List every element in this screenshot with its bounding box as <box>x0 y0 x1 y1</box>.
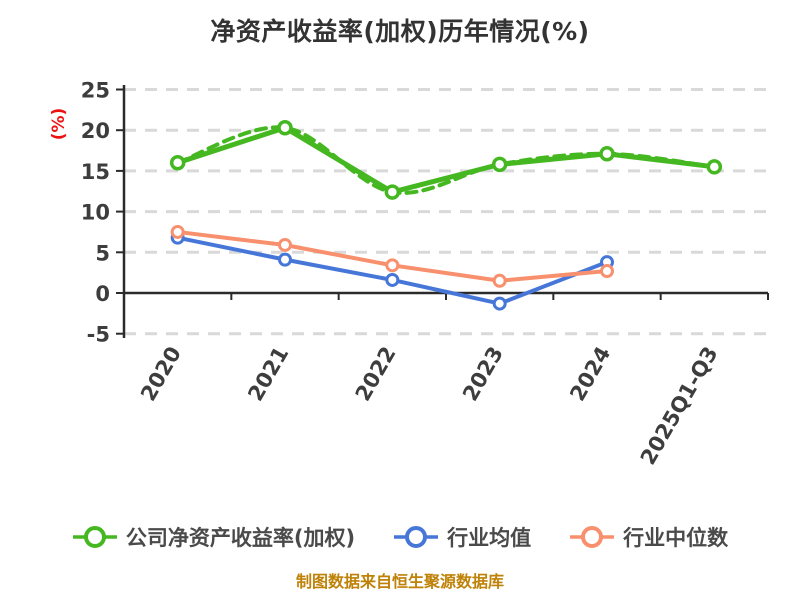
y-tick-label: 10 <box>81 201 110 225</box>
series-0 <box>169 120 723 200</box>
x-tick-label: 2025Q1-Q3 <box>636 343 723 469</box>
legend-label: 公司净资产收益率(加权) <box>125 526 356 550</box>
data-point-marker <box>492 296 507 311</box>
data-point-marker <box>278 252 292 267</box>
legend-item-industry-median: 行业中位数 <box>569 522 728 552</box>
data-point-marker <box>277 120 293 136</box>
y-tick-labels: 25 20 15 10 5 0 -5 <box>81 79 110 347</box>
series-dashed-overlay <box>175 125 717 195</box>
y-tick-label: 5 <box>95 241 110 265</box>
y-tick-label: 0 <box>95 282 110 306</box>
y-tick-label: 20 <box>81 119 110 143</box>
data-point-marker <box>278 237 292 252</box>
x-tick-label: 2020 <box>136 343 186 406</box>
data-point-marker <box>170 224 185 239</box>
y-tick-label: 25 <box>81 79 110 103</box>
data-point-marker <box>600 264 614 279</box>
x-tick-label: 2021 <box>243 343 293 406</box>
legend-item-company-roe: 公司净资产收益率(加权) <box>72 522 355 552</box>
data-point-marker <box>491 156 508 173</box>
data-point-marker <box>169 155 186 171</box>
chart-title: 净资产收益率(加权)历年情况(%) <box>210 17 590 46</box>
data-point-marker <box>492 273 507 288</box>
legend-label: 行业中位数 <box>623 526 729 550</box>
x-tick-label: 2024 <box>565 343 615 406</box>
y-tick-label: 15 <box>81 160 110 184</box>
x-tick-label: 2023 <box>458 343 508 406</box>
legend-label: 行业均值 <box>447 526 532 550</box>
series-2 <box>170 224 614 288</box>
grid-lines <box>124 88 768 336</box>
data-source-caption: 制图数据来自恒生聚源数据库 <box>295 572 504 591</box>
x-tick-label: 2022 <box>351 343 401 406</box>
y-tick-label: -5 <box>87 323 110 347</box>
legend-line-circle-icon <box>394 526 439 548</box>
data-point-marker <box>706 159 723 175</box>
data-point-marker <box>384 184 401 200</box>
data-point-marker <box>599 146 615 162</box>
data-point-marker <box>385 258 400 273</box>
legend-item-industry-mean: 行业均值 <box>393 522 531 552</box>
legend-line-circle-icon <box>72 526 117 548</box>
data-point-marker <box>385 272 400 287</box>
chart-legend: 公司净资产收益率(加权) 行业均值 行业中位数 <box>0 514 800 560</box>
x-tick-labels: 2020 2021 2022 2023 2024 2025Q1-Q3 <box>136 343 723 469</box>
legend-line-circle-icon <box>570 526 615 548</box>
